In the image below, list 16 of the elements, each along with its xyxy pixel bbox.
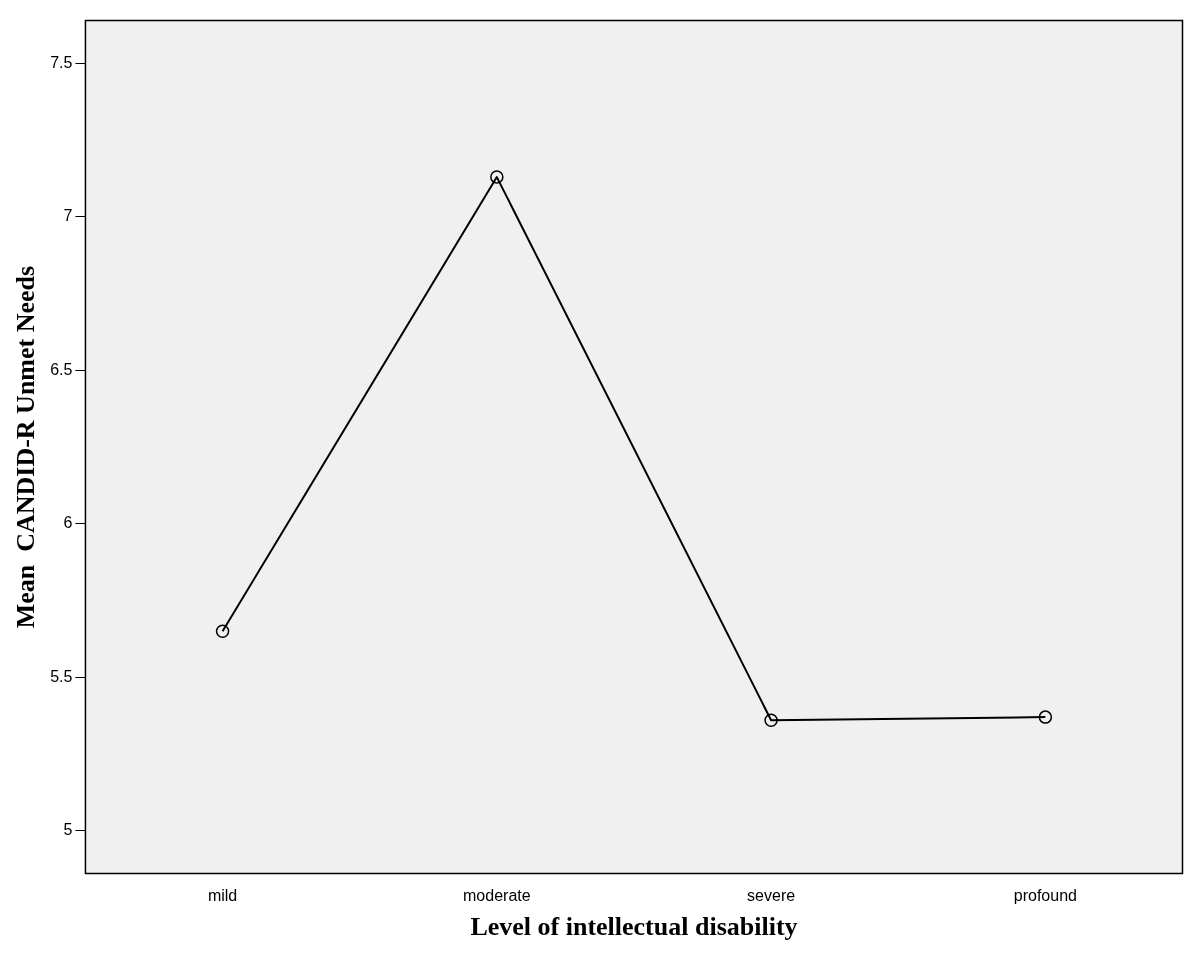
y-tick-label: 5.5 xyxy=(50,667,73,685)
point xyxy=(215,624,230,638)
x-axis-title: Level of intellectual disability xyxy=(470,912,798,942)
x-tick-label: mild xyxy=(207,886,238,904)
y-axis-title: Mean CANDID-R Unmet Needs xyxy=(11,265,41,629)
point xyxy=(490,170,504,184)
y-tick-label: 5 xyxy=(63,821,73,839)
y-tick-label: 7.5 xyxy=(50,53,73,71)
y-tick-label: 6.5 xyxy=(50,360,73,378)
point xyxy=(1038,710,1053,724)
y-tick-label: 7 xyxy=(63,207,73,225)
point xyxy=(764,713,778,727)
y-tick-label: 6 xyxy=(63,514,73,532)
x-tick-label: profound xyxy=(1013,886,1077,904)
x-tick-label: moderate xyxy=(463,886,531,904)
x-tick-label: severe xyxy=(747,886,796,904)
